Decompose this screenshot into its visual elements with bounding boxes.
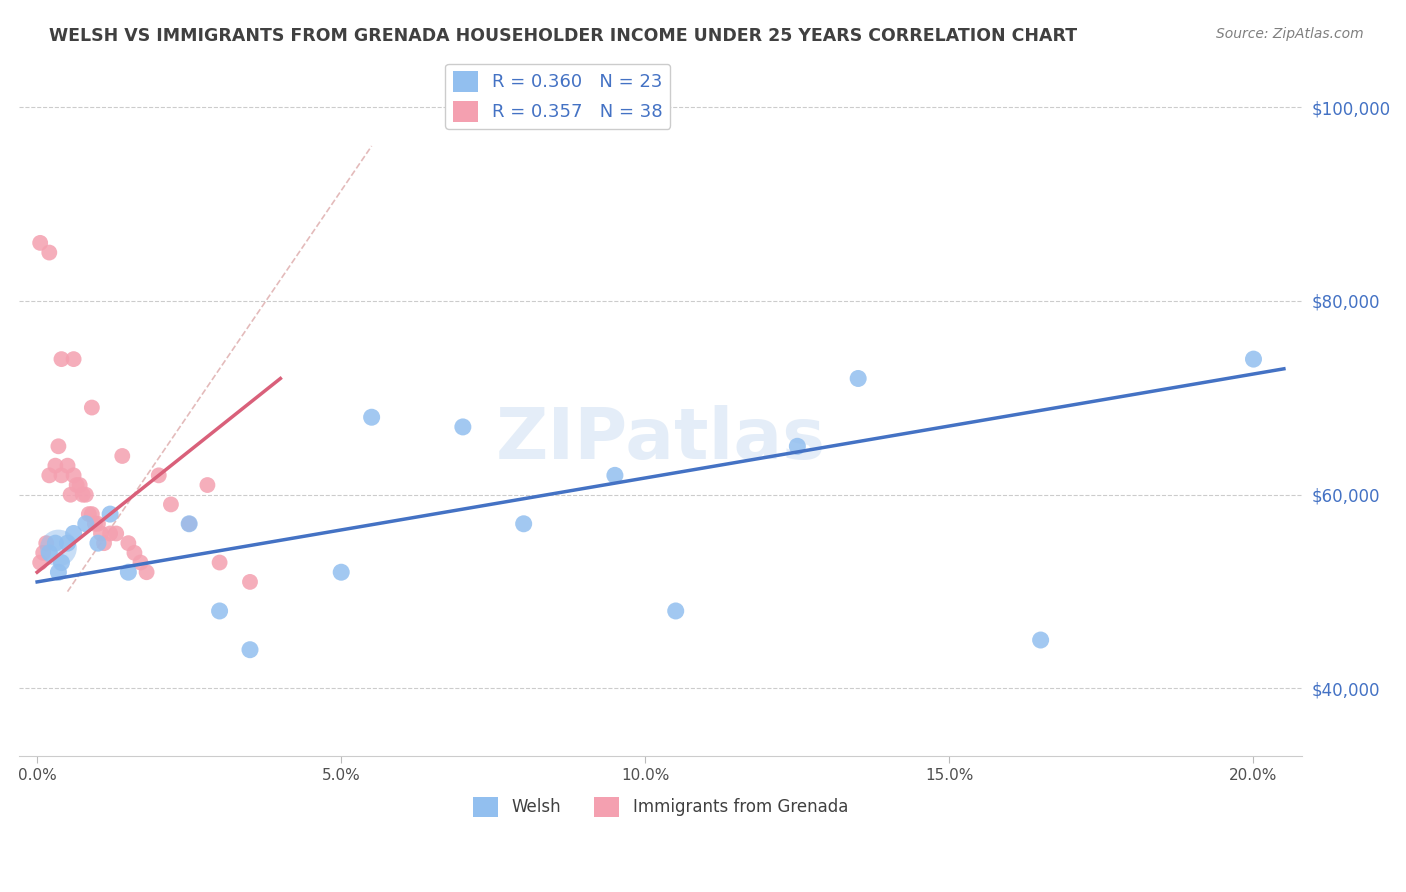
Point bbox=[51, 468, 73, 483]
Point bbox=[512, 516, 534, 531]
Point bbox=[38, 546, 60, 560]
Point bbox=[44, 536, 66, 550]
Point bbox=[44, 458, 66, 473]
Point bbox=[77, 507, 100, 521]
Point bbox=[75, 488, 97, 502]
Point bbox=[30, 235, 52, 250]
Point bbox=[1243, 352, 1265, 367]
Text: Source: ZipAtlas.com: Source: ZipAtlas.com bbox=[1216, 27, 1364, 41]
Point bbox=[129, 556, 152, 570]
Point bbox=[59, 488, 82, 502]
Point bbox=[51, 352, 73, 367]
Point bbox=[451, 420, 474, 434]
Point bbox=[117, 536, 139, 550]
Point bbox=[208, 556, 231, 570]
Point bbox=[72, 488, 94, 502]
Point bbox=[179, 516, 201, 531]
Point bbox=[75, 516, 97, 531]
Point bbox=[239, 574, 262, 589]
Point bbox=[197, 478, 219, 492]
Point bbox=[32, 546, 55, 560]
Point bbox=[786, 439, 808, 453]
Point bbox=[208, 604, 231, 618]
Point bbox=[330, 565, 353, 579]
Point bbox=[90, 526, 112, 541]
Point bbox=[105, 526, 128, 541]
Point bbox=[35, 536, 58, 550]
Point bbox=[56, 536, 79, 550]
Point bbox=[48, 439, 70, 453]
Point bbox=[38, 245, 60, 260]
Point bbox=[111, 449, 134, 463]
Point bbox=[665, 604, 688, 618]
Point bbox=[56, 458, 79, 473]
Point bbox=[62, 526, 84, 541]
Text: ZIPatlas: ZIPatlas bbox=[495, 405, 825, 475]
Point bbox=[160, 497, 183, 511]
Point bbox=[239, 642, 262, 657]
Point bbox=[87, 536, 110, 550]
Point bbox=[117, 565, 139, 579]
Legend: Welsh, Immigrants from Grenada: Welsh, Immigrants from Grenada bbox=[467, 790, 855, 823]
Point bbox=[98, 526, 121, 541]
Point bbox=[48, 565, 70, 579]
Text: WELSH VS IMMIGRANTS FROM GRENADA HOUSEHOLDER INCOME UNDER 25 YEARS CORRELATION C: WELSH VS IMMIGRANTS FROM GRENADA HOUSEHO… bbox=[49, 27, 1077, 45]
Point bbox=[846, 371, 869, 385]
Point bbox=[62, 468, 84, 483]
Point bbox=[80, 507, 103, 521]
Point bbox=[30, 556, 52, 570]
Point bbox=[48, 541, 70, 555]
Point bbox=[179, 516, 201, 531]
Point bbox=[38, 468, 60, 483]
Point bbox=[603, 468, 626, 483]
Point bbox=[62, 352, 84, 367]
Point bbox=[69, 478, 91, 492]
Point bbox=[135, 565, 157, 579]
Point bbox=[124, 546, 146, 560]
Point bbox=[93, 536, 115, 550]
Point bbox=[87, 516, 110, 531]
Point bbox=[148, 468, 170, 483]
Point bbox=[66, 478, 89, 492]
Point bbox=[84, 516, 107, 531]
Point bbox=[98, 507, 121, 521]
Point bbox=[1029, 633, 1052, 648]
Point bbox=[51, 556, 73, 570]
Point bbox=[80, 401, 103, 415]
Point bbox=[360, 410, 382, 425]
